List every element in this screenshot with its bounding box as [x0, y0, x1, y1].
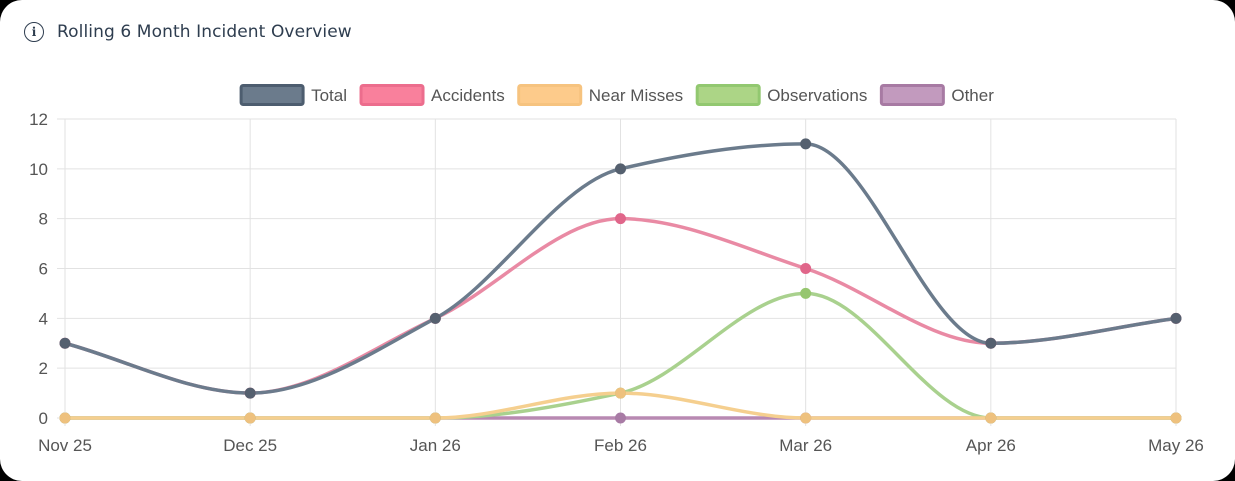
legend-label-total[interactable]: Total: [311, 86, 347, 105]
legend-label-near-misses[interactable]: Near Misses: [589, 86, 683, 105]
info-icon[interactable]: i: [24, 22, 44, 42]
legend-swatch-total[interactable]: [239, 84, 305, 106]
data-point-near-misses[interactable]: [1170, 412, 1182, 424]
x-tick-label: Mar 26: [779, 436, 832, 455]
legend-swatch-observations[interactable]: [695, 84, 761, 106]
data-point-accidents[interactable]: [800, 263, 812, 274]
data-point-other[interactable]: [615, 412, 626, 424]
card-header: i Rolling 6 Month Incident Overview: [24, 22, 352, 42]
data-point-near-misses[interactable]: [429, 412, 441, 424]
data-point-observations[interactable]: [800, 287, 812, 299]
legend-label-other[interactable]: Other: [951, 86, 994, 105]
x-tick-label: Jan 26: [410, 436, 461, 455]
y-tick-label: 12: [29, 110, 48, 129]
data-point-near-misses[interactable]: [244, 412, 256, 424]
data-point-total[interactable]: [800, 138, 812, 150]
x-tick-label: Dec 25: [223, 436, 277, 455]
data-point-total[interactable]: [1170, 312, 1182, 324]
x-tick-label: May 26: [1148, 436, 1204, 455]
y-tick-label: 4: [39, 309, 48, 328]
data-point-total[interactable]: [59, 337, 71, 349]
y-tick-label: 0: [39, 409, 48, 428]
data-point-near-misses[interactable]: [59, 412, 71, 424]
data-point-total[interactable]: [429, 312, 441, 324]
y-tick-label: 8: [39, 210, 48, 229]
y-tick-label: 6: [39, 260, 48, 279]
data-point-total[interactable]: [244, 387, 256, 399]
y-tick-label: 2: [39, 359, 48, 378]
legend-label-observations[interactable]: Observations: [767, 86, 867, 105]
data-point-total[interactable]: [615, 163, 626, 175]
chart-title: Rolling 6 Month Incident Overview: [57, 22, 352, 42]
data-point-near-misses[interactable]: [985, 412, 997, 424]
x-tick-label: Feb 26: [594, 436, 647, 455]
y-tick-label: 10: [29, 160, 48, 179]
data-point-total[interactable]: [985, 337, 997, 349]
legend-swatch-accidents[interactable]: [359, 84, 425, 106]
data-point-accidents[interactable]: [615, 213, 626, 225]
data-point-near-misses[interactable]: [800, 412, 812, 424]
legend-swatch-near-misses[interactable]: [517, 84, 583, 106]
data-point-near-misses[interactable]: [615, 387, 626, 399]
x-tick-label: Nov 25: [38, 436, 92, 455]
legend-label-accidents[interactable]: Accidents: [431, 86, 505, 105]
x-tick-label: Apr 26: [966, 436, 1016, 455]
legend-swatch-other[interactable]: [879, 84, 945, 106]
